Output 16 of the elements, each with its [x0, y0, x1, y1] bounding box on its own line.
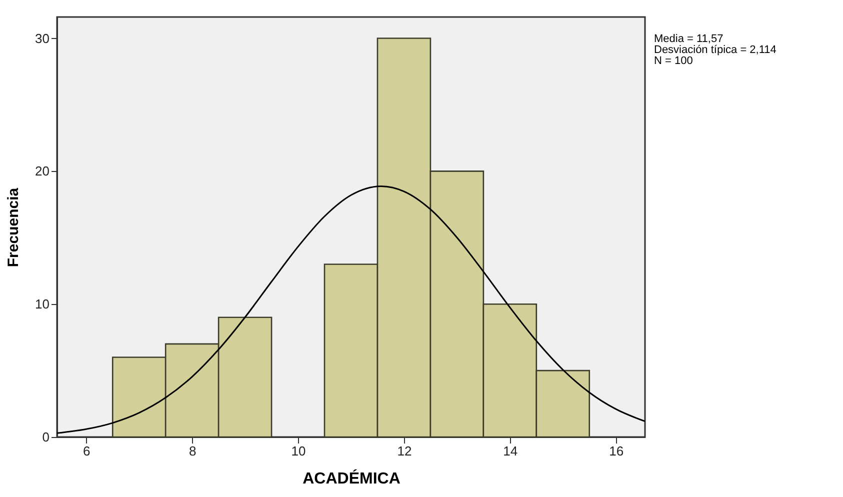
- x-tick-label: 14: [503, 444, 518, 458]
- x-tick-label: 12: [397, 444, 412, 458]
- text: Desviación típica = 2,114: [654, 44, 776, 56]
- y-axis-title: Frecuencia: [5, 187, 22, 268]
- y-tick-label: 20: [35, 164, 50, 179]
- y-tick-label: 0: [42, 430, 50, 444]
- line-series: [57, 185, 645, 434]
- text: N = 100: [654, 55, 693, 67]
- text: Media = 11,57: [654, 33, 724, 45]
- x-tick-label: 16: [609, 444, 624, 458]
- x-tick-label: 8: [188, 444, 196, 458]
- y-tick-label: 10: [35, 296, 50, 312]
- x-axis-title: ACADÉMICA: [302, 468, 401, 488]
- x-tick-label: 6: [83, 444, 90, 458]
- y-tick-label: 30: [35, 30, 50, 46]
- x-tick-label: 10: [291, 444, 306, 458]
